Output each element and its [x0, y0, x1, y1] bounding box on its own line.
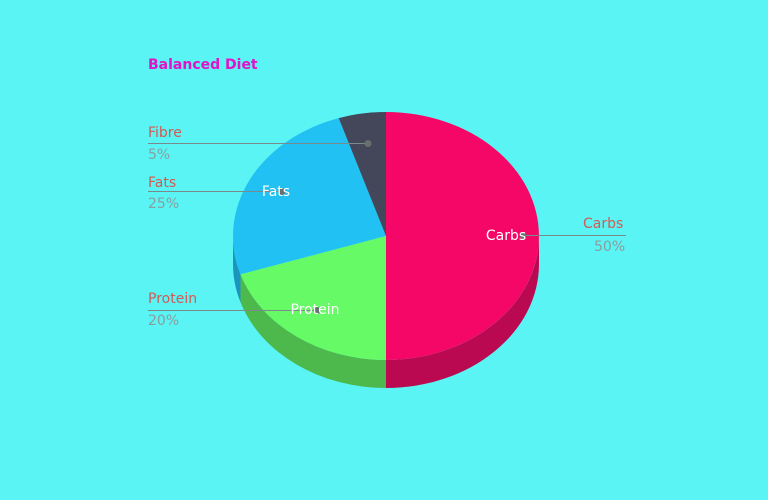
fats-callout-percent: 25%	[148, 196, 180, 212]
fats-leader-dot	[278, 188, 286, 195]
carbs-slice-side[interactable]	[386, 236, 539, 388]
fibre-callout-label: Fibre	[148, 125, 182, 141]
fats-slice[interactable]	[233, 118, 386, 275]
carbs-callout-label: Carbs	[583, 216, 624, 232]
carbs-slice[interactable]	[386, 112, 539, 360]
fats-callout-label: Fats	[148, 175, 177, 191]
chart-title: Balanced Diet	[148, 57, 258, 73]
fibre-leader-dot	[364, 140, 372, 147]
fibre-callout-percent: 5%	[148, 147, 171, 163]
fats-slice-side[interactable]	[233, 236, 241, 303]
carbs-callout-percent: 50%	[594, 239, 626, 255]
protein-leader-dot	[313, 307, 321, 314]
carbs-leader-dot	[519, 232, 527, 239]
protein-callout-percent: 20%	[148, 313, 180, 329]
protein-slice-side[interactable]	[240, 274, 387, 388]
fats-index-label: Fats	[261, 184, 291, 200]
protein-slice[interactable]	[240, 236, 387, 360]
carbs-index-label: Carbs	[485, 228, 527, 244]
protein-index-label: Protein	[290, 302, 340, 318]
protein-callout-label: Protein	[148, 291, 198, 307]
